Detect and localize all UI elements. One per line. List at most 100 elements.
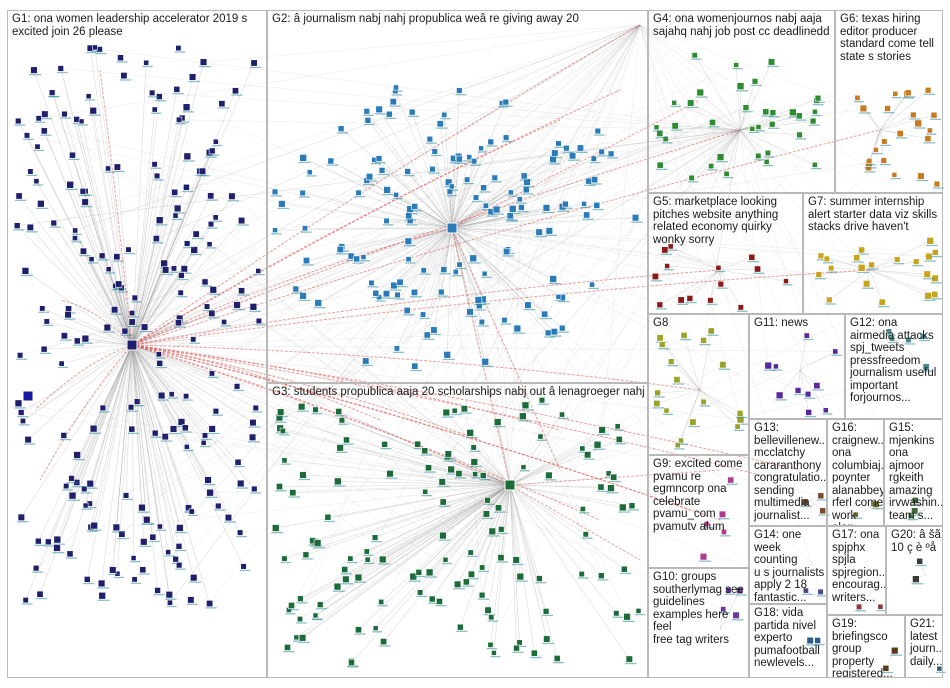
edge <box>451 216 511 229</box>
edge <box>125 344 133 496</box>
node-g2 <box>371 289 383 299</box>
edge <box>366 180 453 229</box>
node-g1 <box>172 86 184 95</box>
node-g3 <box>535 575 547 584</box>
node-g2 <box>548 275 561 285</box>
edge <box>509 484 517 649</box>
group-label-g17: G17: ona spjphx spjla spjregion... encou… <box>832 529 886 604</box>
node-g2 <box>520 172 532 181</box>
node-g3 <box>424 464 436 473</box>
node-g6 <box>916 172 929 182</box>
node-g2 <box>389 98 401 107</box>
edge <box>451 137 507 229</box>
node-g2 <box>419 267 431 275</box>
node-g2 <box>517 204 529 213</box>
node-g3 <box>538 397 549 405</box>
edge <box>22 344 133 422</box>
node-g2 <box>403 168 415 177</box>
node-g3 <box>620 565 632 575</box>
node-g3 <box>460 405 472 414</box>
edge <box>131 344 189 509</box>
node-g6 <box>929 111 941 120</box>
node-g7 <box>893 256 905 265</box>
edge <box>451 198 520 229</box>
node-g3 <box>605 470 616 478</box>
edge <box>346 129 741 441</box>
node-g1 <box>236 529 247 538</box>
edge <box>315 484 511 616</box>
node-g3 <box>465 429 478 439</box>
edge <box>300 484 511 599</box>
reciprocal-edge <box>131 269 721 346</box>
edge <box>868 129 881 164</box>
node-g2 <box>455 261 467 270</box>
node-g1 <box>155 216 168 226</box>
node-g1 <box>248 303 261 313</box>
node-g1 <box>120 327 132 336</box>
edge <box>656 127 741 131</box>
node-g7 <box>857 246 869 255</box>
node-g1 <box>200 439 211 448</box>
node-g6 <box>872 147 883 155</box>
node-g2 <box>361 357 373 367</box>
node-g1 <box>108 566 121 576</box>
node-g1 <box>128 310 139 318</box>
node-g3 <box>578 445 589 453</box>
edge <box>274 129 741 231</box>
node-g2 <box>455 87 467 96</box>
group-label-g9: G9: excited come pvamu re egmncorp ona c… <box>653 458 743 533</box>
graph-nodes <box>13 44 946 674</box>
edge <box>656 389 701 404</box>
node-g2 <box>490 174 502 183</box>
node-g1 <box>85 479 98 489</box>
node-g3 <box>577 571 589 579</box>
edge <box>131 164 155 346</box>
node-g1 <box>186 596 199 605</box>
node-g4 <box>751 78 762 87</box>
node-g1 <box>224 514 236 523</box>
node-g2 <box>404 212 416 221</box>
edge <box>299 227 453 620</box>
node-g7 <box>857 264 870 274</box>
node-g4 <box>722 170 734 179</box>
node-g6 <box>933 180 944 189</box>
node-g8 <box>688 418 701 428</box>
node-g1 <box>56 65 68 74</box>
node-g4 <box>768 121 780 129</box>
edge <box>131 344 256 409</box>
edge <box>667 265 721 271</box>
group-panel-g19: G19: briefingsco group property register… <box>827 615 905 678</box>
edge <box>93 227 453 429</box>
edge <box>131 344 241 484</box>
edge <box>131 215 176 346</box>
node-g3 <box>296 595 308 604</box>
group-panel-g20: G20: â šã 10 ç è ºå <box>886 526 943 615</box>
group-label-g10: G10: groups southerlymag see guidelines … <box>653 571 744 646</box>
edge <box>469 24 641 312</box>
node-g2 <box>393 345 404 353</box>
node-g3 <box>614 423 625 431</box>
edge <box>700 92 741 131</box>
edge <box>21 412 511 486</box>
edge <box>719 268 758 271</box>
node-g2 <box>534 228 547 238</box>
edge <box>689 269 721 299</box>
edge <box>469 129 741 158</box>
edge <box>35 344 133 569</box>
node-g1 <box>233 458 246 468</box>
edge <box>75 24 641 231</box>
edge <box>131 332 549 346</box>
edge <box>51 92 133 346</box>
node-g17 <box>876 603 888 612</box>
edge <box>131 164 155 346</box>
edge <box>451 208 513 229</box>
node-g1 <box>156 523 167 531</box>
edge <box>509 484 625 570</box>
edge <box>93 344 133 526</box>
node-g2 <box>479 184 491 193</box>
edge <box>131 344 229 518</box>
edge <box>131 344 156 434</box>
gray-edges <box>16 24 940 669</box>
node-g1 <box>119 72 132 81</box>
